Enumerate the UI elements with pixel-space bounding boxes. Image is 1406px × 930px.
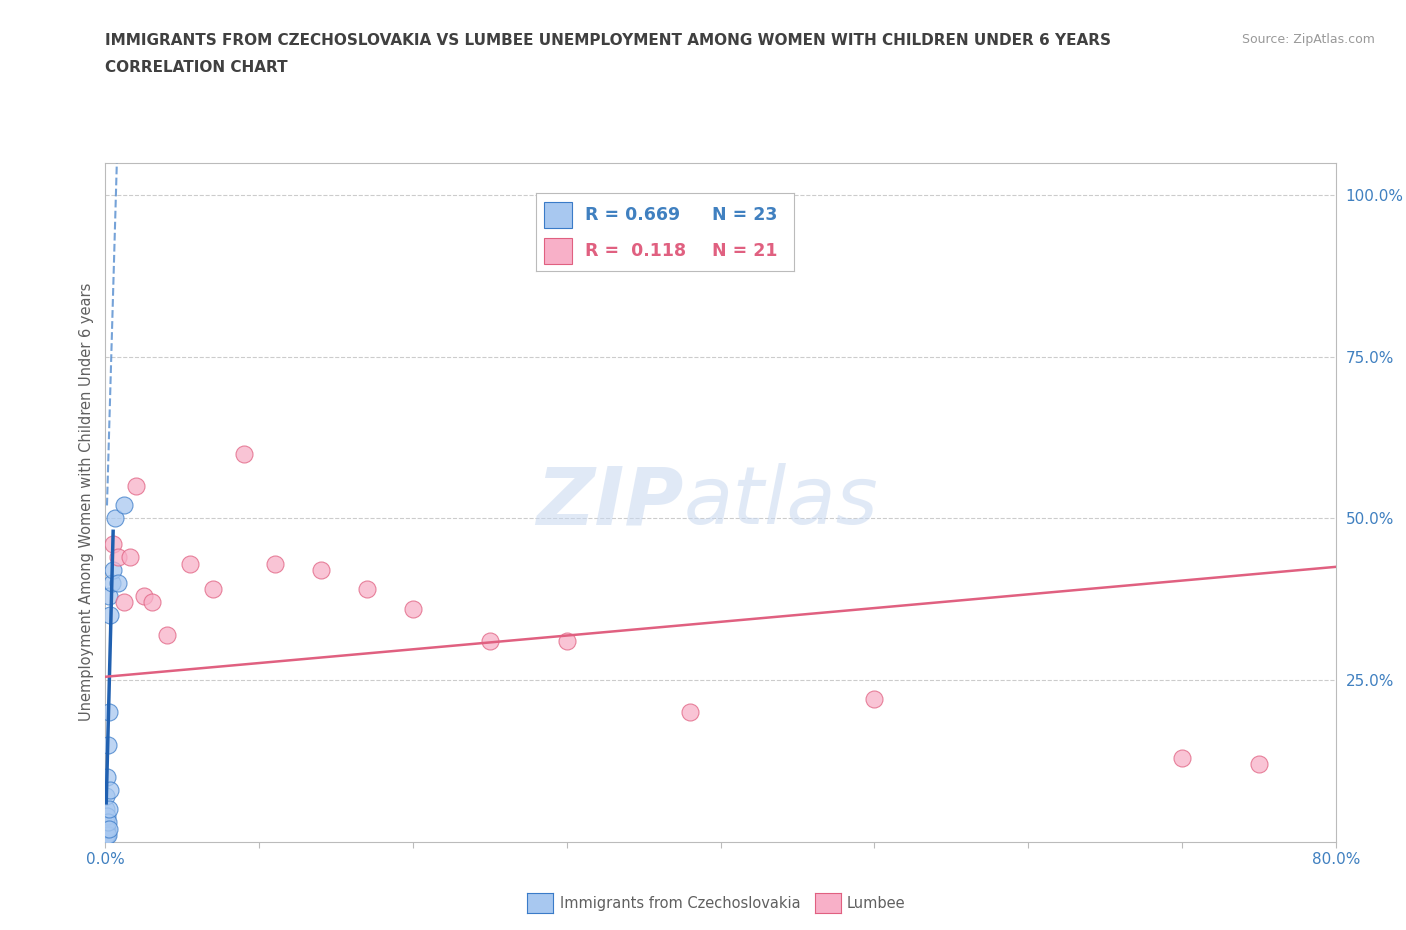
Point	[96, 802, 118, 817]
Point	[132, 589, 155, 604]
Text: Source: ZipAtlas.com: Source: ZipAtlas.com	[1241, 33, 1375, 46]
Bar	[544, 238, 572, 263]
Point	[125, 479, 148, 494]
Point	[98, 782, 121, 797]
Point	[101, 537, 124, 551]
Point	[97, 821, 120, 836]
Text: Lumbee: Lumbee	[846, 896, 905, 910]
Point	[100, 576, 122, 591]
Point	[263, 556, 285, 571]
Point	[120, 550, 141, 565]
Point	[309, 563, 332, 578]
Point	[141, 595, 163, 610]
Point	[232, 446, 254, 461]
Text: CORRELATION CHART: CORRELATION CHART	[105, 60, 288, 74]
Point	[97, 828, 120, 843]
Text: atlas: atlas	[683, 463, 879, 541]
Point	[402, 602, 425, 617]
Point	[1171, 751, 1194, 765]
Point	[98, 608, 121, 623]
Point	[96, 789, 118, 804]
Point	[96, 828, 118, 843]
Text: R =  0.118: R = 0.118	[585, 242, 686, 260]
Point	[107, 550, 129, 565]
Point	[96, 769, 118, 784]
Text: N = 21: N = 21	[711, 242, 778, 260]
Point	[96, 828, 118, 843]
Point	[104, 511, 127, 525]
Text: IMMIGRANTS FROM CZECHOSLOVAKIA VS LUMBEE UNEMPLOYMENT AMONG WOMEN WITH CHILDREN : IMMIGRANTS FROM CZECHOSLOVAKIA VS LUMBEE…	[105, 33, 1112, 47]
Point	[97, 815, 120, 830]
Point	[156, 628, 179, 643]
Point	[97, 589, 120, 604]
Bar	[544, 202, 572, 228]
Point	[97, 705, 120, 720]
Point	[356, 582, 378, 597]
Point	[112, 498, 135, 512]
Text: N = 23: N = 23	[711, 206, 778, 224]
Point	[96, 821, 118, 836]
Point	[97, 802, 120, 817]
Point	[96, 815, 118, 830]
Y-axis label: Unemployment Among Women with Children Under 6 years: Unemployment Among Women with Children U…	[79, 283, 94, 722]
Point	[478, 633, 501, 648]
Point	[107, 576, 129, 591]
Text: ZIP: ZIP	[536, 463, 683, 541]
Point	[1247, 757, 1270, 772]
Point	[97, 737, 120, 752]
Point	[101, 563, 124, 578]
Point	[112, 595, 135, 610]
Point	[202, 582, 225, 597]
Text: Immigrants from Czechoslovakia: Immigrants from Czechoslovakia	[560, 896, 800, 910]
Point	[555, 633, 578, 648]
Point	[179, 556, 201, 571]
Text: R = 0.669: R = 0.669	[585, 206, 681, 224]
Point	[96, 821, 118, 836]
Point	[863, 692, 886, 707]
Point	[96, 808, 118, 823]
Point	[679, 705, 702, 720]
